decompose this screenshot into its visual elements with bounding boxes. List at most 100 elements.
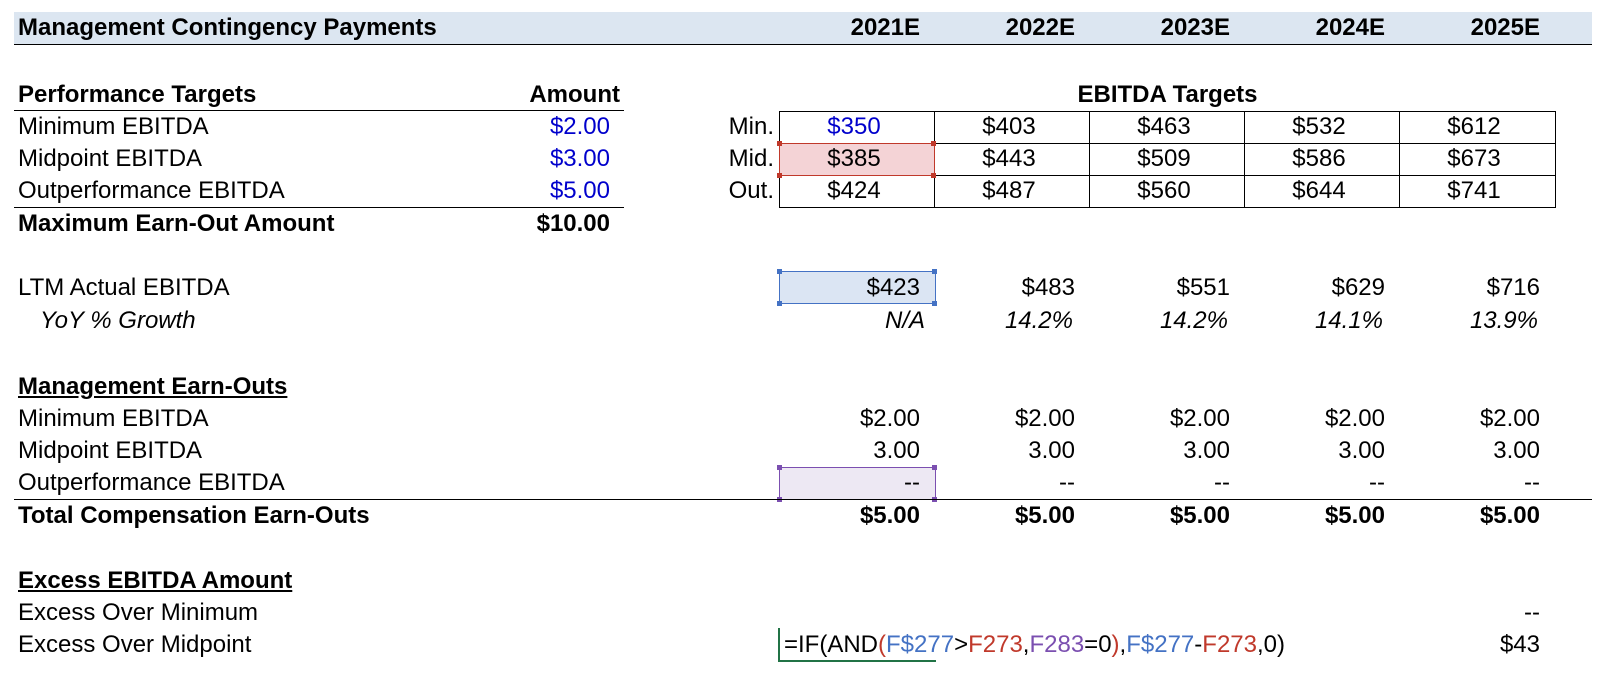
target-amount-midpoint[interactable]: $3.00 <box>549 145 610 172</box>
ltm-2023[interactable]: $551 <box>1176 274 1230 301</box>
growth-2025[interactable]: 13.9% <box>1469 307 1538 334</box>
earnout-out-2022[interactable]: -- <box>1059 469 1075 496</box>
target-amount-minimum[interactable]: $2.00 <box>549 113 610 140</box>
growth-2021[interactable]: N/A <box>884 307 925 334</box>
grid-mid-2023[interactable]: $509 <box>1137 145 1191 172</box>
ref-handle[interactable] <box>777 173 782 178</box>
max-earnout-amount[interactable]: $10.00 <box>536 210 610 237</box>
grid-min-2022[interactable]: $403 <box>982 113 1036 140</box>
earnout-mid-2022[interactable]: 3.00 <box>1028 437 1075 464</box>
excess-over-mid-2025[interactable]: $43 <box>1499 631 1540 658</box>
ref-handle[interactable] <box>932 301 937 306</box>
ref-handle[interactable] <box>777 465 782 470</box>
ref-handle[interactable] <box>931 173 936 178</box>
excess-heading[interactable]: Excess EBITDA Amount <box>18 567 293 594</box>
grid-mid-2024[interactable]: $586 <box>1292 145 1346 172</box>
earnout-label-outperformance[interactable]: Outperformance EBITDA <box>18 469 285 496</box>
performance-targets-heading[interactable]: Performance Targets <box>18 81 257 108</box>
earnout-out-2021[interactable]: -- <box>904 469 920 496</box>
ebitda-targets-heading[interactable]: EBITDA Targets <box>1077 81 1258 108</box>
grid-out-2024[interactable]: $644 <box>1292 177 1346 204</box>
grid-mid-2025[interactable]: $673 <box>1447 145 1501 172</box>
grid-min-2023[interactable]: $463 <box>1137 113 1191 140</box>
earnout-mid-2024[interactable]: 3.00 <box>1338 437 1385 464</box>
total-2024[interactable]: $5.00 <box>1324 502 1385 529</box>
year-header-2021[interactable]: 2021E <box>850 14 920 41</box>
ltm-2024[interactable]: $629 <box>1331 274 1385 301</box>
header-band <box>14 12 1592 45</box>
ref-handle[interactable] <box>931 141 936 146</box>
ltm-2021[interactable]: $423 <box>866 274 920 301</box>
total-2022[interactable]: $5.00 <box>1014 502 1075 529</box>
targets-bottom-border <box>14 207 624 208</box>
earnout-label-midpoint[interactable]: Midpoint EBITDA <box>18 437 203 464</box>
growth-2024[interactable]: 14.1% <box>1314 307 1383 334</box>
ref-handle[interactable] <box>777 301 782 306</box>
target-label-outperformance[interactable]: Outperformance EBITDA <box>18 177 285 204</box>
yoy-growth-label[interactable]: YoY % Growth <box>40 307 196 334</box>
active-cell-border[interactable] <box>778 628 936 662</box>
earnout-mid-2023[interactable]: 3.00 <box>1183 437 1230 464</box>
total-2021[interactable]: $5.00 <box>859 502 920 529</box>
year-header-2023[interactable]: 2023E <box>1160 14 1230 41</box>
grid-mid-2021[interactable]: $385 <box>827 145 881 172</box>
excess-over-min-label[interactable]: Excess Over Minimum <box>18 599 259 626</box>
ref-highlight-blue <box>779 271 936 304</box>
ltm-2025[interactable]: $716 <box>1486 274 1540 301</box>
grid-out-2025[interactable]: $741 <box>1447 177 1501 204</box>
excess-over-min-2025[interactable]: -- <box>1524 599 1540 626</box>
year-header-2024[interactable]: 2024E <box>1315 14 1385 41</box>
earnout-min-2021[interactable]: $2.00 <box>859 405 920 432</box>
ref-handle[interactable] <box>932 269 937 274</box>
ltm-2022[interactable]: $483 <box>1021 274 1075 301</box>
ref-handle[interactable] <box>777 141 782 146</box>
grid-tag-out[interactable]: Out. <box>728 177 774 204</box>
formula-token: =0 <box>1084 631 1112 658</box>
sheet-title: Management Contingency Payments <box>18 14 437 41</box>
formula-token: =IF(AND <box>784 631 879 658</box>
formula-token: - <box>1194 631 1203 658</box>
grid-tag-min[interactable]: Min. <box>728 113 774 140</box>
earnout-label-minimum[interactable]: Minimum EBITDA <box>18 405 209 432</box>
grid-tag-mid[interactable]: Mid. <box>728 145 774 172</box>
total-2023[interactable]: $5.00 <box>1169 502 1230 529</box>
earnout-min-2022[interactable]: $2.00 <box>1014 405 1075 432</box>
formula-editor[interactable]: =IF(AND(F$277>F273,F283=0),F$277-F273,0) <box>784 630 1285 660</box>
grid-min-2021[interactable]: $350 <box>827 113 881 140</box>
amount-heading[interactable]: Amount <box>529 81 620 108</box>
grid-out-2023[interactable]: $560 <box>1137 177 1191 204</box>
ltm-label[interactable]: LTM Actual EBITDA <box>18 274 230 301</box>
target-label-minimum[interactable]: Minimum EBITDA <box>18 113 209 140</box>
formula-token: F283 <box>1029 631 1085 658</box>
earnout-min-2024[interactable]: $2.00 <box>1324 405 1385 432</box>
earnout-out-2023[interactable]: -- <box>1214 469 1230 496</box>
growth-2022[interactable]: 14.2% <box>1004 307 1073 334</box>
earnout-min-2023[interactable]: $2.00 <box>1169 405 1230 432</box>
earnouts-heading[interactable]: Management Earn-Outs <box>18 373 288 400</box>
earnout-mid-2025[interactable]: 3.00 <box>1493 437 1540 464</box>
formula-token: ) <box>1111 631 1120 658</box>
target-amount-outperformance[interactable]: $5.00 <box>549 177 610 204</box>
year-header-2022[interactable]: 2022E <box>1005 14 1075 41</box>
grid-mid-2022[interactable]: $443 <box>982 145 1036 172</box>
target-label-midpoint[interactable]: Midpoint EBITDA <box>18 145 203 172</box>
earnout-min-2025[interactable]: $2.00 <box>1479 405 1540 432</box>
grid-out-2021[interactable]: $424 <box>827 177 881 204</box>
total-earnouts-label[interactable]: Total Compensation Earn-Outs <box>18 502 370 529</box>
excess-over-mid-label[interactable]: Excess Over Midpoint <box>18 631 252 658</box>
growth-2023[interactable]: 14.2% <box>1159 307 1228 334</box>
ref-handle[interactable] <box>932 465 937 470</box>
total-2025[interactable]: $5.00 <box>1479 502 1540 529</box>
grid-min-2024[interactable]: $532 <box>1292 113 1346 140</box>
earnout-out-2025[interactable]: -- <box>1524 469 1540 496</box>
formula-token: ( <box>878 631 887 658</box>
grid-out-2022[interactable]: $487 <box>982 177 1036 204</box>
earnout-out-2024[interactable]: -- <box>1369 469 1385 496</box>
earnout-mid-2021[interactable]: 3.00 <box>873 437 920 464</box>
grid-min-2025[interactable]: $612 <box>1447 113 1501 140</box>
max-earnout-label[interactable]: Maximum Earn-Out Amount <box>18 210 335 237</box>
year-header-2025[interactable]: 2025E <box>1470 14 1540 41</box>
formula-token: , <box>1022 631 1030 658</box>
earnouts-total-border <box>14 499 1592 500</box>
ref-handle[interactable] <box>777 269 782 274</box>
